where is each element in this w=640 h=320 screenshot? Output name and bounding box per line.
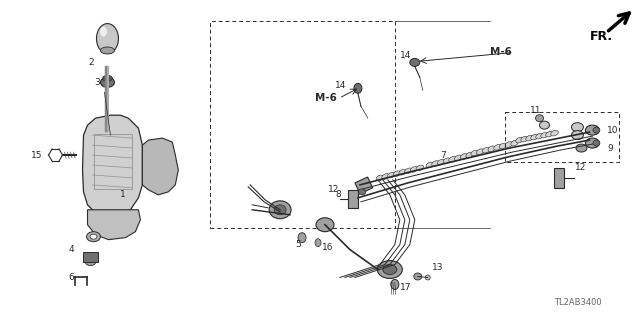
Ellipse shape bbox=[460, 154, 468, 159]
Ellipse shape bbox=[298, 233, 306, 243]
Text: 9: 9 bbox=[607, 144, 613, 153]
Ellipse shape bbox=[443, 158, 451, 164]
Text: 2: 2 bbox=[88, 58, 94, 67]
Ellipse shape bbox=[86, 260, 95, 266]
Ellipse shape bbox=[404, 168, 412, 174]
Ellipse shape bbox=[541, 132, 548, 138]
Ellipse shape bbox=[382, 174, 389, 179]
Text: 16: 16 bbox=[322, 243, 333, 252]
Ellipse shape bbox=[376, 175, 383, 181]
Ellipse shape bbox=[536, 133, 543, 139]
Ellipse shape bbox=[551, 130, 558, 136]
Bar bbox=[554, 168, 564, 188]
Ellipse shape bbox=[387, 172, 395, 178]
Ellipse shape bbox=[100, 27, 107, 36]
Text: 14: 14 bbox=[400, 51, 412, 60]
Text: 5: 5 bbox=[295, 240, 301, 249]
Ellipse shape bbox=[499, 143, 507, 149]
Bar bbox=[210, 20, 395, 228]
Ellipse shape bbox=[572, 123, 584, 132]
Ellipse shape bbox=[493, 145, 501, 150]
Ellipse shape bbox=[432, 161, 439, 166]
Ellipse shape bbox=[454, 155, 462, 161]
Ellipse shape bbox=[586, 138, 600, 148]
Ellipse shape bbox=[399, 169, 406, 175]
Ellipse shape bbox=[378, 260, 403, 278]
Bar bbox=[348, 190, 358, 208]
Ellipse shape bbox=[86, 232, 100, 242]
Text: FR.: FR. bbox=[589, 30, 612, 43]
Text: 12: 12 bbox=[328, 185, 339, 194]
Text: 3: 3 bbox=[95, 78, 100, 87]
Bar bbox=[504, 112, 620, 162]
Ellipse shape bbox=[477, 149, 484, 155]
Ellipse shape bbox=[511, 140, 518, 146]
Ellipse shape bbox=[466, 152, 474, 158]
Ellipse shape bbox=[410, 167, 418, 172]
Bar bbox=[83, 252, 99, 261]
Ellipse shape bbox=[383, 265, 397, 275]
Ellipse shape bbox=[426, 162, 433, 168]
Ellipse shape bbox=[437, 159, 445, 165]
Text: 17: 17 bbox=[400, 283, 412, 292]
Text: 1: 1 bbox=[120, 190, 126, 199]
Ellipse shape bbox=[536, 115, 543, 122]
Ellipse shape bbox=[416, 165, 424, 171]
Text: 4: 4 bbox=[68, 245, 74, 254]
Ellipse shape bbox=[269, 201, 291, 219]
Ellipse shape bbox=[100, 77, 115, 87]
Polygon shape bbox=[88, 210, 140, 240]
Ellipse shape bbox=[391, 279, 399, 289]
Ellipse shape bbox=[97, 24, 118, 53]
Ellipse shape bbox=[410, 59, 420, 67]
Ellipse shape bbox=[483, 148, 490, 153]
Ellipse shape bbox=[414, 273, 422, 280]
Ellipse shape bbox=[393, 171, 401, 176]
Text: 13: 13 bbox=[432, 263, 444, 272]
Text: 15: 15 bbox=[31, 150, 42, 160]
Ellipse shape bbox=[586, 125, 600, 135]
Ellipse shape bbox=[358, 189, 366, 195]
Ellipse shape bbox=[593, 127, 600, 133]
Ellipse shape bbox=[425, 275, 430, 280]
Text: 10: 10 bbox=[607, 126, 619, 135]
Text: 11: 11 bbox=[529, 106, 541, 115]
Text: 6: 6 bbox=[68, 273, 74, 282]
Polygon shape bbox=[83, 115, 142, 216]
Ellipse shape bbox=[516, 137, 524, 143]
Ellipse shape bbox=[488, 146, 495, 152]
Ellipse shape bbox=[354, 83, 362, 93]
Ellipse shape bbox=[505, 142, 513, 147]
Ellipse shape bbox=[576, 144, 587, 152]
Ellipse shape bbox=[100, 47, 115, 54]
Ellipse shape bbox=[521, 136, 529, 142]
Text: 8: 8 bbox=[335, 190, 340, 199]
Ellipse shape bbox=[471, 150, 479, 156]
Text: 7: 7 bbox=[440, 150, 445, 160]
Ellipse shape bbox=[540, 121, 550, 129]
Ellipse shape bbox=[572, 131, 584, 140]
Ellipse shape bbox=[274, 205, 286, 215]
Bar bbox=[355, 177, 372, 194]
Text: M-6: M-6 bbox=[315, 93, 337, 103]
Text: M-6: M-6 bbox=[490, 47, 511, 58]
Ellipse shape bbox=[526, 135, 533, 141]
Ellipse shape bbox=[102, 76, 113, 81]
Ellipse shape bbox=[593, 140, 600, 146]
Ellipse shape bbox=[546, 131, 553, 137]
Text: TL2AB3400: TL2AB3400 bbox=[554, 298, 602, 307]
Ellipse shape bbox=[90, 234, 97, 239]
Bar bbox=[95, 134, 132, 189]
Text: 14: 14 bbox=[335, 81, 346, 90]
Ellipse shape bbox=[316, 218, 334, 232]
Ellipse shape bbox=[449, 156, 456, 162]
Polygon shape bbox=[142, 138, 179, 195]
Text: 12: 12 bbox=[575, 164, 587, 172]
Ellipse shape bbox=[531, 134, 538, 140]
Ellipse shape bbox=[315, 239, 321, 247]
